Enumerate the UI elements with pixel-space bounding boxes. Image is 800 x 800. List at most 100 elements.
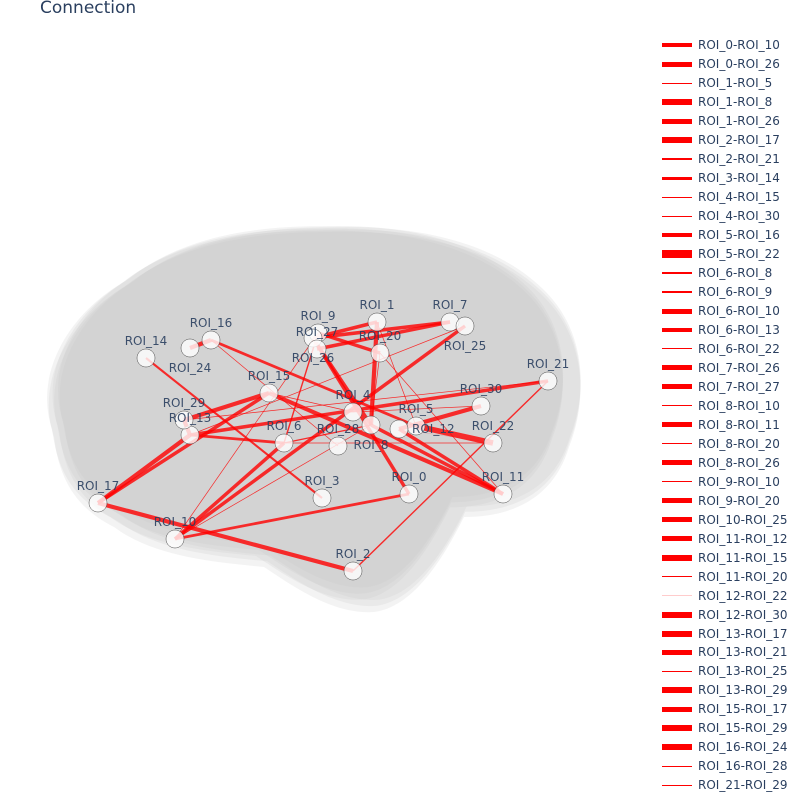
edge-ROI_1-ROI_5[interactable] [376,321,417,427]
legend-item[interactable]: ROI_12-ROI_30 [662,605,788,624]
legend-label: ROI_6-ROI_9 [698,285,773,300]
edge-ROI_15-ROI_17[interactable] [97,391,270,505]
node-ROI_25[interactable] [455,316,475,336]
node-ROI_8[interactable] [361,415,381,435]
node-ROI_14[interactable] [136,348,156,368]
legend-item[interactable]: ROI_8-ROI_11 [662,415,788,434]
edge-ROI_6-ROI_8[interactable] [283,424,372,444]
legend-item[interactable]: ROI_12-ROI_22 [662,586,788,605]
legend-item[interactable]: ROI_13-ROI_25 [662,662,788,681]
legend-item[interactable]: ROI_1-ROI_8 [662,93,788,112]
legend-item[interactable]: ROI_2-ROI_17 [662,131,788,150]
legend-item[interactable]: ROI_15-ROI_17 [662,700,788,719]
legend-item[interactable]: ROI_5-ROI_16 [662,226,788,245]
legend-item[interactable]: ROI_6-ROI_8 [662,264,788,283]
network-plot[interactable]: ROI_1 ROI_7ROI_25ROI_9ROI_26ROI_16ROI_24R… [0,0,650,800]
legend-label: ROI_13-ROI_25 [698,664,788,679]
legend-item[interactable]: ROI_13-ROI_17 [662,624,788,643]
legend-item[interactable]: ROI_21-ROI_29 [662,776,788,795]
edge-ROI_15-ROI_29[interactable] [183,390,270,423]
legend-item[interactable]: ROI_6-ROI_9 [662,283,788,302]
legend-item[interactable]: ROI_15-ROI_29 [662,719,788,738]
edge-ROI_4-ROI_30[interactable] [352,405,482,413]
legend-item[interactable]: ROI_5-ROI_22 [662,245,788,264]
edge-ROI_10-ROI_25[interactable] [173,324,467,541]
edge-ROI_13-ROI_21[interactable] [189,379,549,437]
edge-ROI_4-ROI_15[interactable] [268,392,354,413]
node-ROI_28[interactable] [328,436,348,456]
legend-item[interactable]: ROI_8-ROI_20 [662,434,788,453]
node-ROI_0[interactable] [399,484,419,504]
node-label: ROI_4 [336,388,371,402]
node-label: ROI_15 [248,369,291,383]
legend-item[interactable]: ROI_9-ROI_20 [662,491,788,510]
legend-item[interactable]: ROI_8-ROI_26 [662,453,788,472]
edge-ROI_2-ROI_21[interactable] [352,380,549,572]
node-ROI_30[interactable] [471,396,491,416]
legend-label: ROI_13-ROI_21 [698,645,788,660]
legend-item[interactable]: ROI_4-ROI_15 [662,188,788,207]
node-ROI_22[interactable] [483,433,503,453]
edge-ROI_6-ROI_10[interactable] [173,441,286,541]
legend-item[interactable]: ROI_11-ROI_15 [662,548,788,567]
edge-ROI_7-ROI_27[interactable] [316,320,451,351]
edge-ROI_11-ROI_15[interactable] [268,391,504,496]
edge-ROI_9-ROI_20[interactable] [317,331,381,355]
node-ROI_4[interactable] [343,402,363,422]
legend-item[interactable]: ROI_1-ROI_26 [662,112,788,131]
node-ROI_11[interactable] [493,484,513,504]
edge-ROI_13-ROI_25[interactable] [189,325,466,436]
legend-label: ROI_0-ROI_26 [698,57,780,72]
node-label: ROI_12 [412,422,455,436]
legend-item[interactable]: ROI_1-ROI_5 [662,74,788,93]
node-ROI_16[interactable] [201,330,221,350]
legend-item[interactable]: ROI_8-ROI_10 [662,396,788,415]
node-ROI_2[interactable] [343,561,363,581]
legend-label: ROI_8-ROI_10 [698,398,780,413]
node-ROI_15[interactable] [259,383,279,403]
legend-swatch [662,176,692,180]
node-ROI_21[interactable] [538,371,558,391]
edge-ROI_8-ROI_20[interactable] [370,352,381,426]
legend-item[interactable]: ROI_2-ROI_21 [662,150,788,169]
legend-item[interactable]: ROI_13-ROI_21 [662,643,788,662]
edge-ROI_5-ROI_22[interactable] [415,423,494,446]
edge-ROI_5-ROI_16[interactable] [210,338,417,428]
legend-item[interactable]: ROI_11-ROI_20 [662,567,788,586]
node-ROI_10[interactable] [165,529,185,549]
legend-item[interactable]: ROI_6-ROI_10 [662,302,788,321]
legend-item[interactable]: ROI_6-ROI_13 [662,321,788,340]
node-ROI_29[interactable] [174,410,194,430]
node-ROI_20[interactable] [370,343,390,363]
edge-ROI_11-ROI_20[interactable] [379,352,504,495]
node-ROI_24[interactable] [180,338,200,358]
legend-item[interactable]: ROI_16-ROI_28 [662,757,788,776]
edge-ROI_11-ROI_12[interactable] [398,427,504,496]
legend-item[interactable]: ROI_9-ROI_10 [662,472,788,491]
legend-item[interactable]: ROI_0-ROI_26 [662,55,788,74]
node-ROI_1[interactable] [367,312,387,332]
legend-item[interactable]: ROI_16-ROI_24 [662,738,788,757]
node-ROI_3[interactable] [312,488,332,508]
node-ROI_6[interactable] [274,433,294,453]
legend-item[interactable]: ROI_11-ROI_12 [662,529,788,548]
edge-ROI_6-ROI_13[interactable] [189,433,285,445]
node-label: ROI_25 [444,339,487,353]
legend-item[interactable]: ROI_7-ROI_26 [662,358,788,377]
legend-item[interactable]: ROI_3-ROI_14 [662,169,788,188]
legend-item[interactable]: ROI_7-ROI_27 [662,377,788,396]
node-ROI_27[interactable] [307,339,327,359]
edge-ROI_0-ROI_10[interactable] [174,492,410,541]
legend-item[interactable]: ROI_10-ROI_25 [662,510,788,529]
edge-ROI_21-ROI_29[interactable] [183,380,549,421]
node-ROI_17[interactable] [88,493,108,513]
edge-ROI_2-ROI_17[interactable] [97,500,354,574]
edge-ROI_9-ROI_10[interactable] [174,332,319,540]
legend-item[interactable]: ROI_13-ROI_29 [662,681,788,700]
node-ROI_12[interactable] [389,419,409,439]
legend-item[interactable]: ROI_6-ROI_22 [662,340,788,359]
node-label: ROI_26 [292,351,335,365]
legend-item[interactable]: ROI_0-ROI_10 [662,36,788,55]
legend-item[interactable]: ROI_4-ROI_30 [662,207,788,226]
chart-title: Connection [40,0,137,18]
